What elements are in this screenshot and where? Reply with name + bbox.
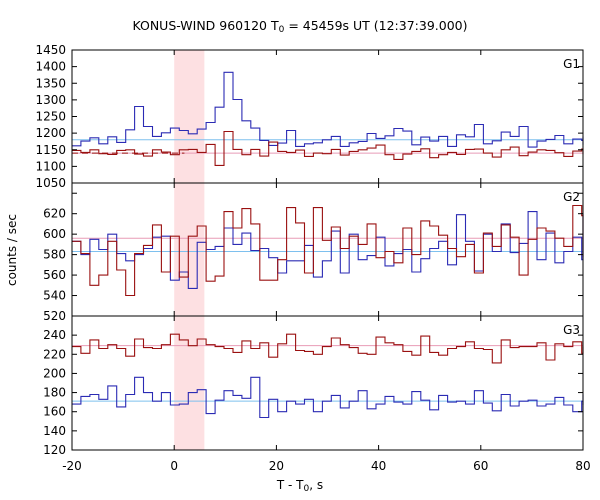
- series-line-g2-blue: [72, 211, 584, 289]
- y-tick-label-g1: 1150: [35, 143, 66, 157]
- panel-label-g1: G1: [563, 57, 580, 71]
- series-line-g2-red: [72, 204, 584, 297]
- y-tick-label-g1: 1350: [35, 76, 66, 90]
- y-tick-label-g1: 1300: [35, 93, 66, 107]
- series-line-g1-red: [72, 130, 584, 166]
- y-tick-label-g3: 240: [43, 328, 66, 342]
- y-tick-label-g1: 1450: [35, 43, 66, 57]
- x-tick-label: -20: [62, 459, 82, 473]
- y-tick-label-g1: 1050: [35, 176, 66, 190]
- panel-label-g2: G2: [563, 190, 580, 204]
- y-tick-label-g1: 1100: [35, 159, 66, 173]
- y-tick-label-g1: 1200: [35, 126, 66, 140]
- series-line-g1-blue: [72, 71, 584, 148]
- y-tick-label-g1: 1250: [35, 110, 66, 124]
- x-tick-label: 60: [473, 459, 488, 473]
- y-tick-label-g2: 600: [43, 227, 66, 241]
- series-line-g3-blue: [72, 376, 584, 419]
- y-tick-label-g2: 520: [43, 309, 66, 323]
- panel-frame-g1: [71, 49, 584, 184]
- title-subscript: 0: [278, 25, 285, 35]
- xlabel-rest: , s: [309, 478, 324, 492]
- y-tick-label-g2: 580: [43, 248, 66, 262]
- y-tick-label-g3: 140: [43, 424, 66, 438]
- y-tick-label-g3: 180: [43, 386, 66, 400]
- y-tick-label-g2: 620: [43, 207, 66, 221]
- y-tick-label-g3: 160: [43, 405, 66, 419]
- y-axis-label: counts / sec: [5, 213, 19, 287]
- y-tick-label-g3: 120: [43, 443, 66, 457]
- panel-frame-g3: [71, 315, 584, 451]
- y-tick-label-g2: 560: [43, 268, 66, 282]
- x-tick-label: 0: [170, 459, 178, 473]
- x-tick-label: 80: [575, 459, 590, 473]
- xlabel-main: T - T: [276, 478, 304, 492]
- series-line-g3-red: [72, 333, 584, 364]
- x-tick-label: 20: [269, 459, 284, 473]
- y-tick-label-g3: 220: [43, 347, 66, 361]
- x-axis-label: T - T0, s: [0, 478, 600, 494]
- y-tick-label-g2: 540: [43, 289, 66, 303]
- xlabel-subscript: 0: [303, 484, 310, 494]
- title-rest: = 45459s UT (12:37:39.000): [284, 18, 468, 33]
- panel-label-g3: G3: [563, 323, 580, 337]
- x-tick-label: 40: [371, 459, 386, 473]
- chart-title: KONUS-WIND 960120 T0 = 45459s UT (12:37:…: [0, 18, 600, 35]
- y-tick-label-g3: 200: [43, 366, 66, 380]
- y-tick-label-g1: 1400: [35, 60, 66, 74]
- panel-frame-g2: [71, 182, 584, 317]
- title-main: KONUS-WIND 960120 T: [132, 18, 279, 33]
